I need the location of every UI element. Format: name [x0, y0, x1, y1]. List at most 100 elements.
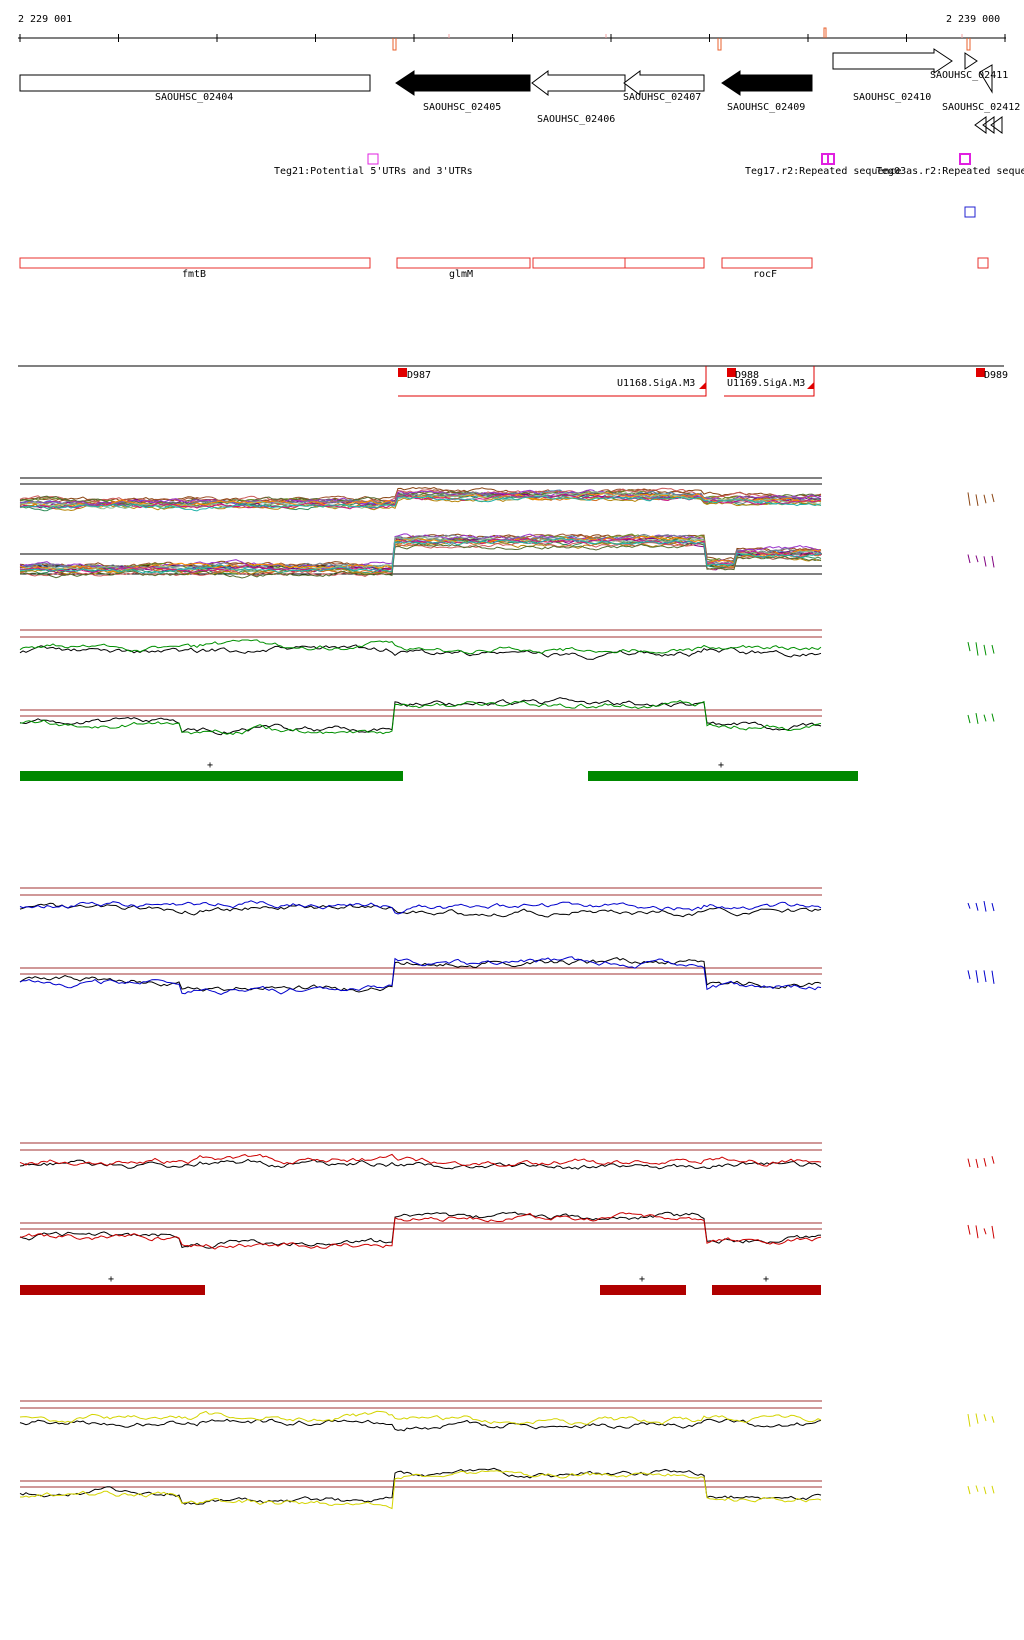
promoter-u1168[interactable]: U1168.SigA.M3: [398, 366, 707, 397]
side-glyph: [975, 642, 979, 656]
gene-label: SAOUHSC_02407: [623, 92, 701, 103]
green-segment-track: + +: [20, 760, 858, 781]
gene-label: SAOUHSC_02411: [930, 70, 1008, 81]
promoter-label: D989: [984, 370, 1008, 381]
promoter-d988[interactable]: D988: [727, 368, 759, 381]
gene-saouhsc-02411[interactable]: SAOUHSC_02411: [930, 52, 1008, 94]
side-glyph: [967, 1224, 971, 1235]
profile-line: [19, 1153, 822, 1167]
profile-line: [19, 1211, 822, 1249]
side-glyph: [967, 1158, 971, 1168]
repeat-feature-teg17[interactable]: Teg17.r2:Repeated sequence: [745, 153, 902, 177]
profile-line: [19, 486, 822, 505]
segment-plus-mark: +: [108, 1274, 114, 1285]
side-glyph: [983, 1228, 987, 1235]
side-glyph: [991, 970, 995, 984]
coordinate-ruler: 2 229 001 2 239 000: [18, 14, 1006, 51]
gene-label: SAOUHSC_02410: [853, 92, 931, 103]
gene-saouhsc-02407[interactable]: SAOUHSC_02407: [623, 70, 705, 103]
profile-line: [19, 639, 822, 655]
gene-box-unnamed-3[interactable]: [977, 257, 989, 269]
side-glyph: [983, 1486, 987, 1495]
gene-box-rocf[interactable]: rocF: [721, 257, 813, 280]
red-segment[interactable]: [600, 1285, 686, 1295]
promoter-label: D988: [735, 370, 759, 381]
repeat-feature-teg21[interactable]: Teg21:Potential 5'UTRs and 3'UTRs: [274, 153, 473, 177]
profile-line: [19, 699, 822, 735]
red-segment[interactable]: [712, 1285, 821, 1295]
side-glyph: [991, 1416, 995, 1423]
gene-box-label: rocF: [753, 269, 777, 280]
repeat-feature-teg03as[interactable]: Teg03as.r2:Repeated sequence: [876, 153, 1024, 177]
green-segment[interactable]: [20, 771, 403, 781]
side-glyph: [975, 1485, 979, 1492]
side-glyph: [967, 492, 971, 506]
gene-label: SAOUHSC_02404: [155, 92, 233, 103]
profile-line: [19, 1158, 822, 1170]
blue-feature-box[interactable]: [964, 206, 976, 218]
profile-line: [19, 1418, 822, 1432]
side-glyph: [983, 1158, 987, 1167]
side-glyph: [991, 644, 995, 654]
segment-plus-mark: +: [763, 1274, 769, 1285]
profile-line: [19, 542, 822, 579]
gene-box-label: fmtB: [182, 269, 206, 280]
side-glyph: [983, 714, 987, 722]
side-glyph: [975, 713, 979, 724]
side-glyph: [983, 494, 987, 504]
gene-track: SAOUHSC_02404 SAOUHSC_02405 SAOUHSC_0240…: [19, 48, 1020, 134]
side-glyph: [991, 493, 995, 503]
side-glyph: [983, 556, 987, 567]
profile-line: [19, 537, 822, 574]
segment-plus-mark: +: [639, 1274, 645, 1285]
profile-line: [19, 489, 822, 506]
gene-box-unnamed-2[interactable]: [624, 257, 705, 269]
side-glyph: [975, 970, 979, 983]
gene-saouhsc-02409[interactable]: SAOUHSC_02409: [721, 70, 813, 113]
gene-label: SAOUHSC_02409: [727, 102, 805, 113]
gene-box-unnamed-1[interactable]: [532, 257, 626, 269]
side-glyph: [991, 1156, 995, 1164]
profile-line: [19, 537, 822, 574]
red-segment-track: + + +: [20, 1274, 821, 1295]
side-glyph: [991, 1485, 995, 1494]
gene-saouhsc-02405[interactable]: SAOUHSC_02405: [395, 70, 531, 113]
gene-box-fmtb[interactable]: fmtB: [19, 257, 371, 280]
repeat-feature-track: Teg21:Potential 5'UTRs and 3'UTRs Teg17.…: [274, 153, 1024, 218]
side-glyph: [967, 902, 971, 909]
red-segment[interactable]: [20, 1285, 205, 1295]
profile-line: [19, 541, 822, 577]
ruler-orange-markers: [392, 27, 971, 51]
gene-saouhsc-02412[interactable]: SAOUHSC_02412: [942, 102, 1020, 134]
promoter-track: D987 U1168.SigA.M3 D988 U1169.SigA.M3 D9…: [18, 365, 1008, 397]
gene-saouhsc-02410[interactable]: SAOUHSC_02410: [832, 48, 953, 103]
profile-line: [20, 1470, 822, 1510]
profile-line: [19, 957, 822, 993]
profile-line: [19, 900, 822, 915]
segment-plus-mark: +: [718, 760, 724, 771]
promoter-d987[interactable]: D987: [398, 368, 431, 381]
gene-label: SAOUHSC_02412: [942, 102, 1020, 113]
yellow-expression-track: [19, 1400, 995, 1510]
gene-saouhsc-02406[interactable]: SAOUHSC_02406: [531, 70, 626, 125]
profile-line: [19, 487, 822, 504]
promoter-u1169[interactable]: U1169.SigA.M3: [724, 366, 815, 397]
green-segment[interactable]: [588, 771, 858, 781]
side-glyph: [975, 555, 979, 563]
promoter-label: U1168.SigA.M3: [617, 378, 695, 389]
side-glyph: [975, 494, 979, 506]
profile-line: [19, 956, 822, 995]
profile-line: [19, 495, 822, 512]
ruler-start-label: 2 229 001: [18, 14, 72, 25]
side-glyph: [975, 1413, 979, 1424]
side-glyph: [983, 900, 987, 912]
ruler-end-label: 2 239 000: [946, 14, 1000, 25]
side-glyph: [967, 714, 971, 724]
profile-line: [19, 1212, 822, 1250]
promoter-label: U1169.SigA.M3: [727, 378, 805, 389]
promoter-d989[interactable]: D989: [976, 368, 1008, 381]
profile-line: [19, 902, 822, 918]
gene-box-glmm[interactable]: glmM: [396, 257, 531, 280]
gene-saouhsc-02404[interactable]: SAOUHSC_02404: [19, 74, 371, 103]
